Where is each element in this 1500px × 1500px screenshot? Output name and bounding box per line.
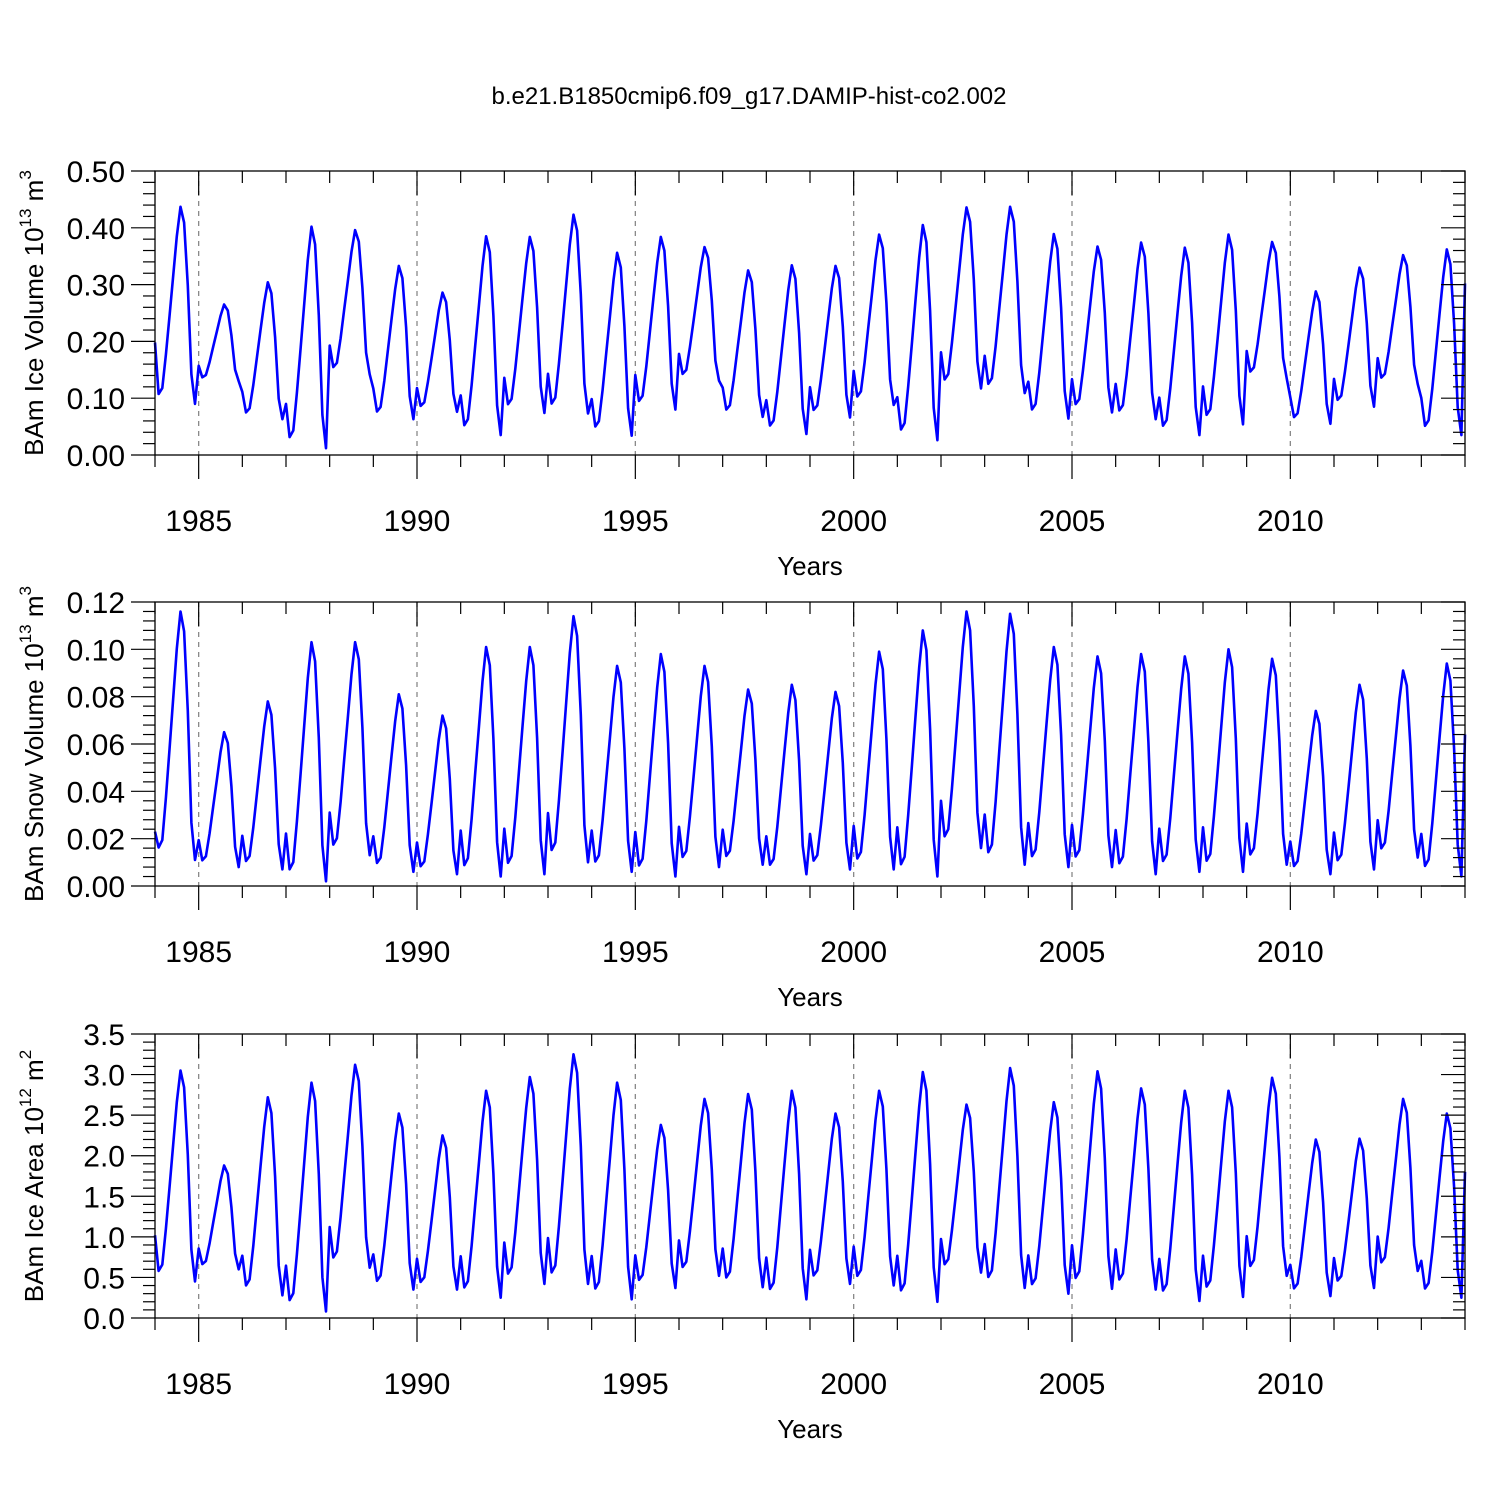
chart-panel-1: 0.00 0.10 0.20 0.30 0.40 0.50 1985 1990 1995 2000… [16, 156, 1467, 581]
y-tick-label: 3.5 [83, 1019, 125, 1052]
y-tick-label: 0.08 [67, 682, 125, 715]
x-tick-label: 1995 [602, 1368, 669, 1401]
y-tick-label: 0.12 [67, 587, 125, 620]
series-line [153, 205, 1467, 450]
y-axis-title: BAm Ice Area 1012 m2 [16, 1050, 49, 1302]
y-axis-title-unit: m [19, 595, 49, 624]
y-tick-label: 0.04 [67, 776, 125, 809]
y-axis-title-unit: m [19, 180, 49, 209]
x-tick-label: 2000 [820, 1368, 887, 1401]
y-axis-title-text: BAm Ice Volume 10 [19, 227, 49, 455]
y-tick-label: 0.30 [67, 270, 125, 303]
y-tick-label: 0.0 [83, 1303, 125, 1336]
y-tick-label: 0.10 [67, 383, 125, 416]
y-tick-label: 0.5 [83, 1262, 125, 1295]
y-axis-title: BAm Snow Volume 1013 m3 [16, 586, 49, 902]
y-axis-title: BAm Ice Volume 1013 m3 [16, 170, 49, 456]
figure-title: b.e21.B1850cmip6.f09_g17.DAMIP-hist-co2.… [492, 83, 1007, 110]
x-tick-label: 1995 [602, 936, 669, 969]
x-tick-label: 2010 [1257, 1368, 1324, 1401]
y-axis-title-text: BAm Ice Area 10 [19, 1107, 49, 1302]
y-tick-label: 0.00 [67, 440, 125, 473]
x-tick-label: 2005 [1039, 505, 1106, 538]
y-tick-label: 0.40 [67, 213, 125, 246]
y-tick-label: 2.5 [83, 1100, 125, 1133]
y-tick-label: 3.0 [83, 1060, 125, 1093]
y-tick-label: 0.00 [67, 871, 125, 904]
y-tick-label: 0.02 [67, 824, 125, 857]
y-tick-label: 0.50 [67, 156, 125, 189]
x-tick-label: 2010 [1257, 505, 1324, 538]
x-tick-label: 2010 [1257, 936, 1324, 969]
x-tick-label: 1985 [165, 1368, 232, 1401]
y-tick-label: 2.0 [83, 1141, 125, 1174]
plot-frame [154, 1033, 1466, 1319]
y-axis-title-exponent: 13 [16, 209, 35, 228]
series-line [153, 1053, 1467, 1313]
plot-frame [154, 170, 1466, 456]
y-axis-title-exponent: 12 [16, 1088, 35, 1107]
series-line [153, 610, 1467, 883]
y-axis-title-unit-exponent: 3 [16, 170, 35, 179]
y-tick-label: 1.0 [83, 1222, 125, 1255]
y-axis-title-text: BAm Snow Volume 10 [19, 643, 49, 902]
x-axis-title: Years [777, 551, 843, 581]
x-tick-label: 1995 [602, 505, 669, 538]
chart-panel-3: 0.0 0.5 1.0 1.5 2.0 2.5 3.0 3.5 1985 1990 1995 2000… [16, 1019, 1467, 1444]
x-tick-label: 2000 [820, 505, 887, 538]
y-tick-label: 0.06 [67, 729, 125, 762]
y-tick-label: 1.5 [83, 1181, 125, 1214]
x-axis-title: Years [777, 982, 843, 1012]
y-axis-title-unit-exponent: 3 [16, 586, 35, 595]
x-tick-label: 1985 [165, 505, 232, 538]
y-tick-label: 0.10 [67, 634, 125, 667]
panels: 0.00 0.10 0.20 0.30 0.40 0.50 1985 1990 1995 2000… [16, 156, 1467, 1444]
y-axis-title-unit: m [19, 1059, 49, 1088]
x-tick-label: 1990 [384, 505, 451, 538]
x-tick-label: 1990 [384, 936, 451, 969]
y-axis-title-exponent: 13 [16, 624, 35, 643]
x-tick-label: 2005 [1039, 1368, 1106, 1401]
x-tick-label: 2005 [1039, 936, 1106, 969]
x-tick-label: 1985 [165, 936, 232, 969]
x-axis-title: Years [777, 1414, 843, 1444]
x-tick-label: 2000 [820, 936, 887, 969]
chart-panel-2: 0.00 0.02 0.04 0.06 0.08 0.10 0.12 1985 1990 1995… [16, 586, 1467, 1012]
y-tick-label: 0.20 [67, 326, 125, 359]
y-axis-title-unit-exponent: 2 [16, 1050, 35, 1059]
x-tick-label: 1990 [384, 1368, 451, 1401]
